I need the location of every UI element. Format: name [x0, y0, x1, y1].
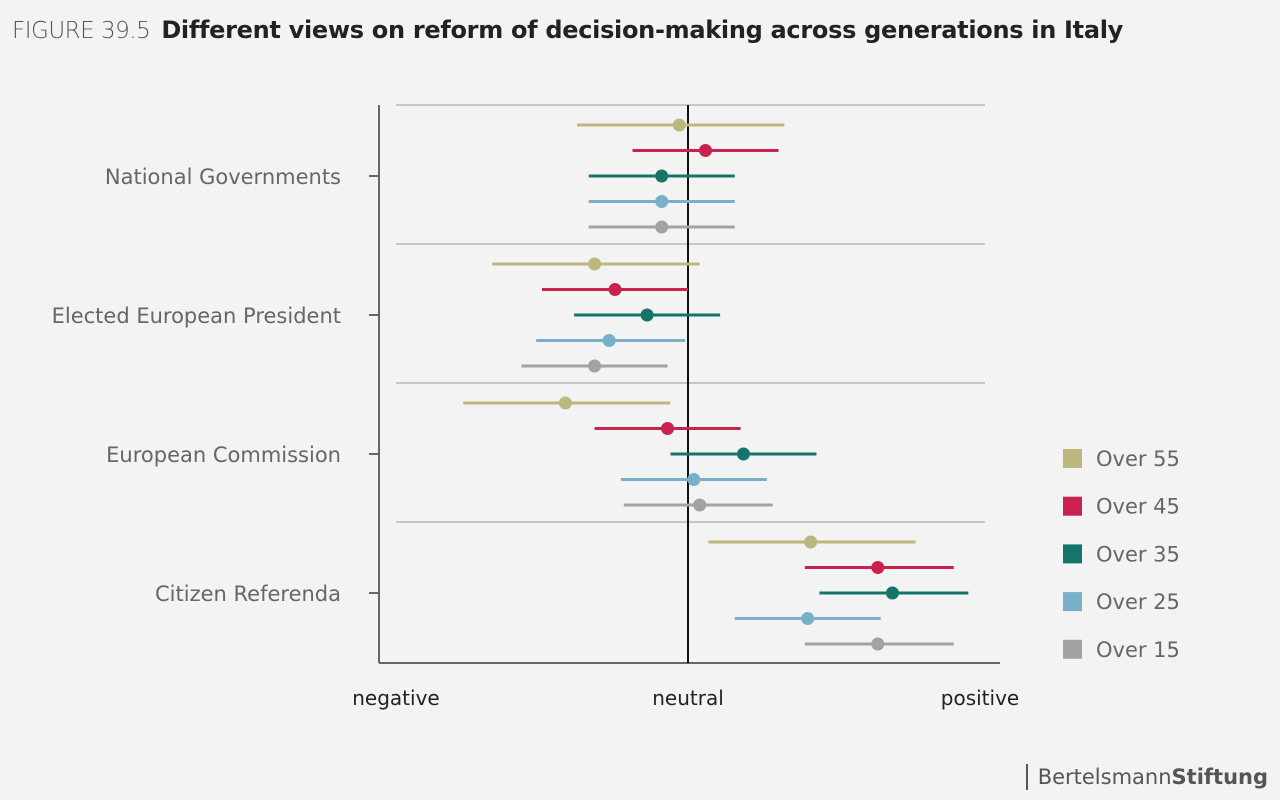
- legend-label: Over 15: [1096, 638, 1180, 662]
- data-point: [736, 447, 750, 461]
- data-point: [804, 535, 818, 549]
- data-point: [801, 612, 815, 625]
- figure-number: FIGURE 39.5: [12, 18, 151, 44]
- data-point: [588, 257, 602, 271]
- brand-part2: Stiftung: [1171, 765, 1268, 789]
- brand-part1: Bertelsmann: [1037, 765, 1172, 789]
- data-point: [693, 498, 707, 512]
- legend-label: Over 25: [1096, 590, 1180, 614]
- data-point: [655, 195, 669, 208]
- legend-swatch: [1063, 496, 1082, 516]
- data-point: [588, 359, 602, 373]
- data-point: [871, 561, 885, 574]
- data-point: [871, 637, 885, 651]
- data-point: [608, 283, 622, 296]
- data-point: [699, 144, 713, 157]
- legend-swatch: [1063, 592, 1082, 612]
- figure-title-row: FIGURE 39.5 Different views on reform of…: [12, 16, 1123, 44]
- legend-label: Over 55: [1096, 447, 1180, 471]
- legend-label: Over 45: [1096, 495, 1180, 519]
- y-tick-label: European Commission: [106, 443, 341, 467]
- legend-swatch: [1063, 544, 1082, 564]
- legend-label: Over 35: [1096, 542, 1180, 566]
- data-point: [558, 396, 572, 410]
- data-point: [655, 169, 669, 183]
- y-tick-label: Elected European President: [52, 304, 341, 328]
- figure-title: Different views on reform of decision-ma…: [161, 16, 1124, 44]
- x-tick-label: neutral: [652, 686, 724, 710]
- data-point: [672, 118, 686, 132]
- data-point: [885, 586, 899, 600]
- data-point: [655, 220, 669, 234]
- x-tick-label: positive: [941, 686, 1019, 710]
- legend-swatch: [1063, 639, 1082, 659]
- data-point: [640, 308, 654, 322]
- x-tick-label: negative: [352, 686, 439, 710]
- data-point: [661, 422, 675, 435]
- brand-logo: BertelsmannStiftung: [1025, 764, 1268, 790]
- y-tick-label: Citizen Referenda: [155, 582, 341, 606]
- data-point: [602, 334, 616, 347]
- y-tick-label: National Governments: [105, 165, 341, 189]
- legend-swatch: [1063, 449, 1082, 468]
- data-point: [687, 473, 701, 486]
